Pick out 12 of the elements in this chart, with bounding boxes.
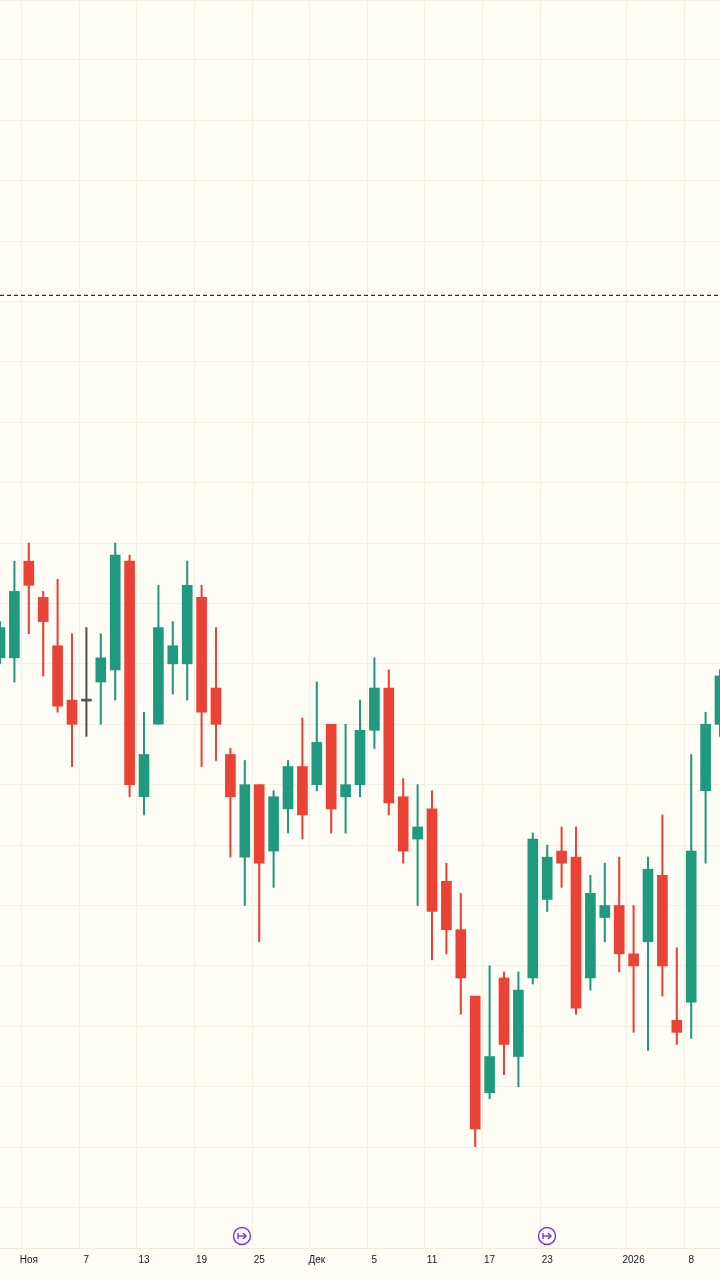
x-tick-label: 17 — [484, 1253, 496, 1265]
x-tick-label: 25 — [253, 1253, 266, 1265]
x-tick-label: 13 — [138, 1253, 150, 1265]
x-tick-label: 11 — [426, 1253, 438, 1265]
x-tick-label: 7 — [83, 1253, 90, 1265]
x-tick-label: 2026 — [622, 1253, 646, 1265]
x-tick-label: 8 — [688, 1253, 695, 1265]
x-tick-label: 19 — [196, 1253, 208, 1265]
x-tick-label: 5 — [371, 1253, 378, 1265]
x-tick-label: 23 — [541, 1253, 554, 1265]
x-tick-label: Дек — [308, 1253, 326, 1265]
x-tick-label: Ноя — [19, 1253, 38, 1265]
